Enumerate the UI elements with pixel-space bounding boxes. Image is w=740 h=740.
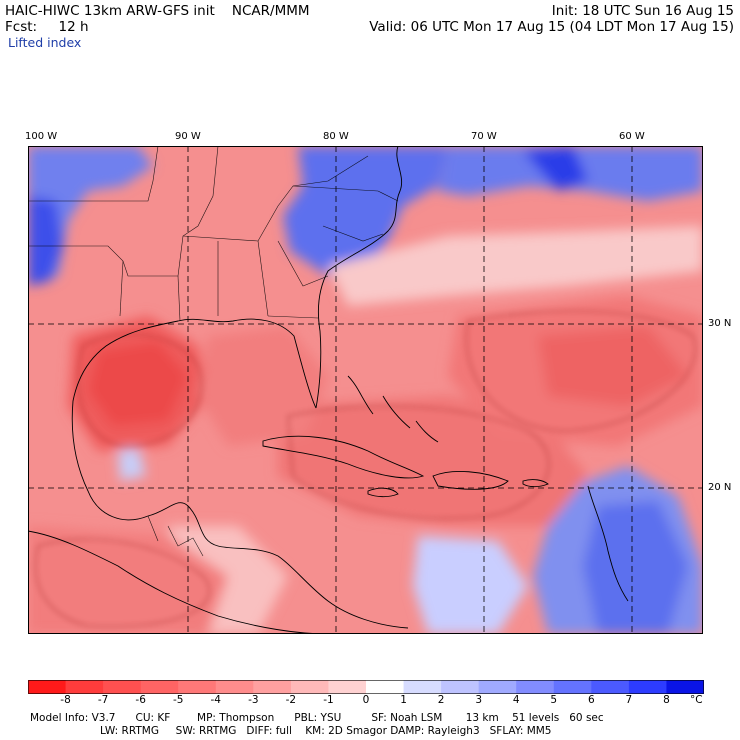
colorbar-tick-label: -6 [135, 694, 146, 706]
colorbar-segment [65, 680, 104, 694]
unstable-pacific [28, 526, 228, 634]
coastline-hispaniola [432, 471, 509, 490]
coastline-puerto-rico [522, 479, 549, 488]
colorbar-segment [516, 680, 555, 694]
colorbar-tick-label: 3 [475, 694, 482, 706]
colorbar-tick-label: -8 [60, 694, 71, 706]
colorbar-tick-label: -3 [248, 694, 259, 706]
graticule [28, 146, 703, 634]
forecast-hour: Fcst: 12 h [5, 19, 89, 35]
stable-gulf-small [118, 446, 146, 481]
colorbar-segment [553, 680, 592, 694]
colorbar-unit: °C [690, 694, 703, 706]
lat-label-30n: 30 N [708, 318, 732, 329]
colorbar-segment [591, 680, 630, 694]
colorbar-segment [140, 680, 179, 694]
colorbar-tick-label: 0 [362, 694, 370, 706]
coastline-pacific [28, 530, 329, 634]
valid-time: Valid: 06 UTC Mon 17 Aug 15 (04 LDT Mon … [369, 19, 734, 35]
colorbar-frame [28, 680, 704, 694]
colorbar-segment [403, 680, 442, 694]
coastline-cuba [262, 435, 425, 479]
unstable-gulf-core [88, 341, 188, 426]
colorbar-tick-label: 7 [625, 694, 633, 706]
coastline-lesser-antilles [587, 485, 629, 602]
state-borders [28, 146, 399, 557]
colorbar-tick-label: -1 [323, 694, 334, 706]
colorbar-tick-label: 1 [400, 694, 407, 706]
colorbar-tick-label: 8 [663, 694, 670, 706]
colorbar-segment [441, 680, 480, 694]
colorbar-segment [290, 680, 329, 694]
model-title: HAIC-HIWC 13km ARW-GFS init NCAR/MMM [5, 3, 310, 19]
colorbar-tick-label: -7 [97, 694, 109, 706]
colorbar-segment [253, 680, 292, 694]
colorbar-segment [666, 680, 704, 694]
colorbar-segment [628, 680, 667, 694]
init-time: Init: 18 UTC Sun 16 Aug 15 [551, 3, 734, 19]
colorbar-tick-label: -2 [285, 694, 297, 706]
colorbar-segment [28, 680, 67, 694]
lon-label-100w: 100 W [25, 131, 58, 142]
colorbar-segment [215, 680, 254, 694]
neutral-atlantic-band [328, 226, 703, 306]
stable-southeast-core [583, 501, 688, 634]
model-info-line2: LW: RRTMG SW: RRTMG DIFF: full KM: 2D Sm… [100, 725, 552, 737]
colorbar-segment [328, 680, 367, 694]
colorbar-tick-label: -5 [172, 694, 184, 706]
variable-name: Lifted index [8, 35, 82, 50]
unstable-atlantic-core [538, 326, 688, 406]
stable-northeast [283, 146, 448, 276]
colorbar-segment [178, 680, 217, 694]
colorbar [28, 680, 704, 694]
contour-lines [35, 310, 696, 628]
lon-label-90w: 90 W [175, 131, 201, 142]
coastline-bahamas [347, 375, 439, 443]
colorbar-tick-label: 2 [437, 694, 445, 706]
lifted-index-map [28, 146, 703, 634]
colorbar-tick-label: -4 [210, 694, 222, 706]
contour-pacific [35, 538, 210, 628]
colorbar-tick-label: 5 [550, 694, 558, 706]
stable-caribbean-south [413, 536, 528, 634]
colorbar-tick-label: 4 [512, 694, 520, 706]
colorbar-segment [103, 680, 142, 694]
lon-label-70w: 70 W [471, 131, 497, 142]
stable-atlantic-core [523, 146, 588, 191]
colorbar-segment [366, 680, 405, 694]
contour-atlantic [466, 310, 696, 432]
model-info-line1: Model Info: V3.7 CU: KF MP: Thompson PBL… [30, 712, 604, 724]
colorbar-segment [478, 680, 517, 694]
stable-texas-core [28, 196, 63, 286]
coastlines [28, 146, 629, 634]
coastline-us-east [315, 146, 402, 409]
colorbar-tick-label: 6 [587, 694, 595, 706]
contour-caribbean [287, 405, 550, 519]
map-frame [28, 146, 703, 634]
lon-label-80w: 80 W [323, 131, 349, 142]
instability-field [28, 146, 703, 634]
lon-label-60w: 60 W [619, 131, 645, 142]
lat-label-20n: 20 N [708, 482, 732, 493]
contour-gulf [77, 333, 202, 447]
unstable-gulf-east [198, 326, 328, 446]
coastline-gulf-coast [71, 318, 409, 629]
